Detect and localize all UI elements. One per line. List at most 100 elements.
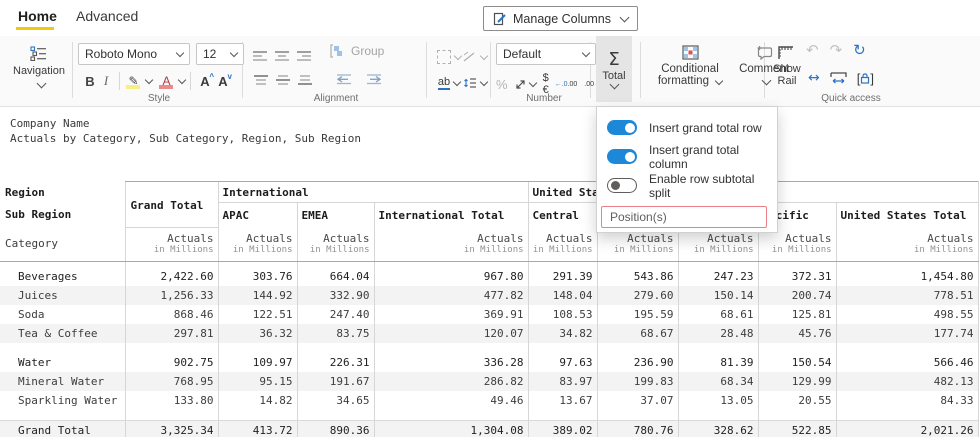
navigation-button[interactable]: Navigation — [8, 36, 70, 106]
table-cell[interactable]: 20.55 — [757, 390, 837, 410]
font-name-select[interactable]: Roboto Mono — [78, 43, 190, 65]
table-cell[interactable]: 68.61 — [677, 304, 759, 324]
table-cell[interactable]: 177.74 — [835, 323, 979, 343]
row-label[interactable]: Grand Total — [0, 419, 125, 437]
table-cell[interactable]: 97.63 — [527, 352, 598, 372]
table-cell[interactable]: 778.51 — [835, 285, 979, 305]
increase-decimal-button[interactable]: ←.0 .00 — [555, 81, 578, 88]
percent-button[interactable]: % — [496, 76, 508, 92]
row-label[interactable]: Mineral Water — [18, 374, 105, 388]
table-cell[interactable]: 129.99 — [757, 371, 837, 391]
table-cell[interactable]: 902.75 — [124, 352, 218, 372]
table-cell[interactable]: 148.04 — [527, 285, 598, 305]
table-cell[interactable]: 83.75 — [296, 323, 374, 343]
table-cell[interactable]: 68.34 — [677, 371, 759, 391]
table-cell[interactable]: 122.51 — [217, 304, 297, 324]
table-cell[interactable]: 3,325.34 — [124, 419, 218, 437]
table-cell[interactable]: 34.65 — [296, 390, 374, 410]
table-cell[interactable]: 1,304.08 — [373, 419, 529, 437]
measure-header[interactable]: Actuals in Millions — [373, 227, 529, 262]
table-cell[interactable]: 328.62 — [677, 419, 759, 437]
row-label[interactable]: Tea & Coffee — [18, 326, 98, 340]
total-button[interactable]: Σ Total — [596, 36, 632, 102]
line-spacing-button[interactable] — [462, 77, 489, 89]
table-cell[interactable]: 780.76 — [596, 419, 679, 437]
table-cell[interactable]: 297.81 — [124, 323, 218, 343]
row-label[interactable]: Beverages — [18, 269, 78, 283]
table-cell[interactable]: 279.60 — [596, 285, 679, 305]
undo-button[interactable]: ↶ — [806, 41, 819, 59]
table-cell[interactable]: 236.90 — [596, 352, 679, 372]
scale-button[interactable] — [515, 78, 537, 90]
row-label[interactable]: Juices — [18, 288, 58, 302]
positions-input[interactable] — [601, 206, 767, 228]
table-cell[interactable]: 37.07 — [596, 390, 679, 410]
borders-button[interactable] — [436, 50, 463, 64]
table-cell[interactable]: 498.55 — [835, 304, 979, 324]
number-format-select[interactable]: Default — [496, 43, 596, 65]
table-cell[interactable]: 369.91 — [373, 304, 529, 324]
table-cell[interactable]: 13.05 — [677, 390, 759, 410]
table-cell[interactable]: 768.95 — [124, 371, 218, 391]
measure-header[interactable]: Actuals in Millions — [296, 227, 374, 262]
column-group-header[interactable]: International — [217, 181, 529, 203]
clear-borders-button[interactable] — [462, 51, 489, 63]
table-cell[interactable]: 291.39 — [527, 266, 598, 286]
font-color-button[interactable]: A — [158, 72, 175, 90]
table-cell[interactable]: 81.39 — [677, 352, 759, 372]
valign-bottom-button[interactable] — [297, 74, 313, 86]
table-cell[interactable]: 36.32 — [217, 323, 297, 343]
manage-columns-button[interactable]: Manage Columns — [483, 6, 638, 31]
italic-button[interactable]: I — [103, 73, 109, 88]
table-cell[interactable]: 1,454.80 — [835, 266, 979, 286]
table-cell[interactable]: 108.53 — [527, 304, 598, 324]
measure-header[interactable]: Actuals in Millions — [124, 227, 218, 262]
table-cell[interactable]: 95.15 — [217, 371, 297, 391]
table-cell[interactable]: 200.74 — [757, 285, 837, 305]
conditional-formatting-button[interactable]: Conditional formatting — [648, 36, 732, 106]
table-cell[interactable]: 2,021.26 — [835, 419, 979, 437]
table-cell[interactable]: 14.82 — [217, 390, 297, 410]
row-label[interactable]: Soda — [18, 307, 45, 321]
table-cell[interactable]: 389.02 — [527, 419, 598, 437]
table-cell[interactable]: 477.82 — [373, 285, 529, 305]
table-cell[interactable]: 109.97 — [217, 352, 297, 372]
indent-increase-button[interactable] — [366, 74, 382, 85]
wrap-text-button[interactable]: ab — [436, 76, 462, 90]
redo-button[interactable]: ↷ — [829, 41, 843, 59]
table-cell[interactable]: 83.97 — [527, 371, 598, 391]
chevron-down-icon[interactable] — [177, 75, 187, 85]
tab-home[interactable]: Home — [16, 8, 57, 30]
column-header[interactable]: EMEA — [296, 202, 374, 227]
highlight-color-button[interactable]: ✎ — [125, 72, 142, 90]
table-cell[interactable]: 247.23 — [677, 266, 759, 286]
table-cell[interactable]: 125.81 — [757, 304, 837, 324]
table-cell[interactable]: 49.46 — [373, 390, 529, 410]
column-header[interactable]: Central — [527, 202, 598, 227]
table-cell[interactable]: 332.90 — [296, 285, 374, 305]
row-label[interactable]: Water — [18, 355, 52, 369]
table-cell[interactable]: 144.92 — [217, 285, 297, 305]
table-cell[interactable]: 120.07 — [373, 323, 529, 343]
table-cell[interactable]: 543.86 — [596, 266, 679, 286]
table-cell[interactable]: 1,256.33 — [124, 285, 218, 305]
measure-header[interactable]: Actuals in Millions — [835, 227, 979, 262]
font-size-select[interactable]: 12 — [196, 43, 244, 65]
valign-top-button[interactable] — [253, 74, 269, 86]
comment-button[interactable]: Comment — [736, 36, 792, 106]
toggle-on[interactable] — [607, 120, 637, 135]
table-cell[interactable]: 150.54 — [757, 352, 837, 372]
table-cell[interactable]: 247.40 — [296, 304, 374, 324]
measure-header[interactable]: Actuals in Millions — [527, 227, 598, 262]
table-cell[interactable]: 303.76 — [217, 266, 297, 286]
row-label[interactable]: Sparkling Water — [18, 393, 118, 407]
column-header[interactable]: APAC — [217, 202, 297, 227]
table-cell[interactable]: 150.14 — [677, 285, 759, 305]
table-cell[interactable]: 199.83 — [596, 371, 679, 391]
currency-button[interactable]: $€ — [542, 72, 549, 96]
table-cell[interactable]: 191.67 — [296, 371, 374, 391]
toggle-off[interactable] — [607, 178, 637, 193]
table-cell[interactable]: 68.67 — [596, 323, 679, 343]
table-cell[interactable]: 226.31 — [296, 352, 374, 372]
